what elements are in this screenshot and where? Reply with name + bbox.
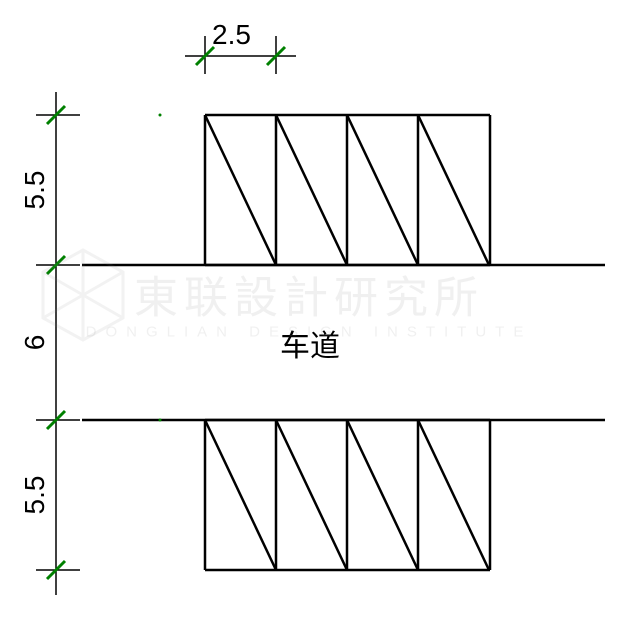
technical-drawing: 2.5 车道 5.5 6 5.5 <box>0 0 618 618</box>
svg-text:5.5: 5.5 <box>19 171 50 210</box>
svg-text:6: 6 <box>19 335 50 351</box>
svg-text:车道: 车道 <box>280 330 340 363</box>
svg-text:5.5: 5.5 <box>19 476 50 515</box>
svg-text:2.5: 2.5 <box>212 19 251 50</box>
